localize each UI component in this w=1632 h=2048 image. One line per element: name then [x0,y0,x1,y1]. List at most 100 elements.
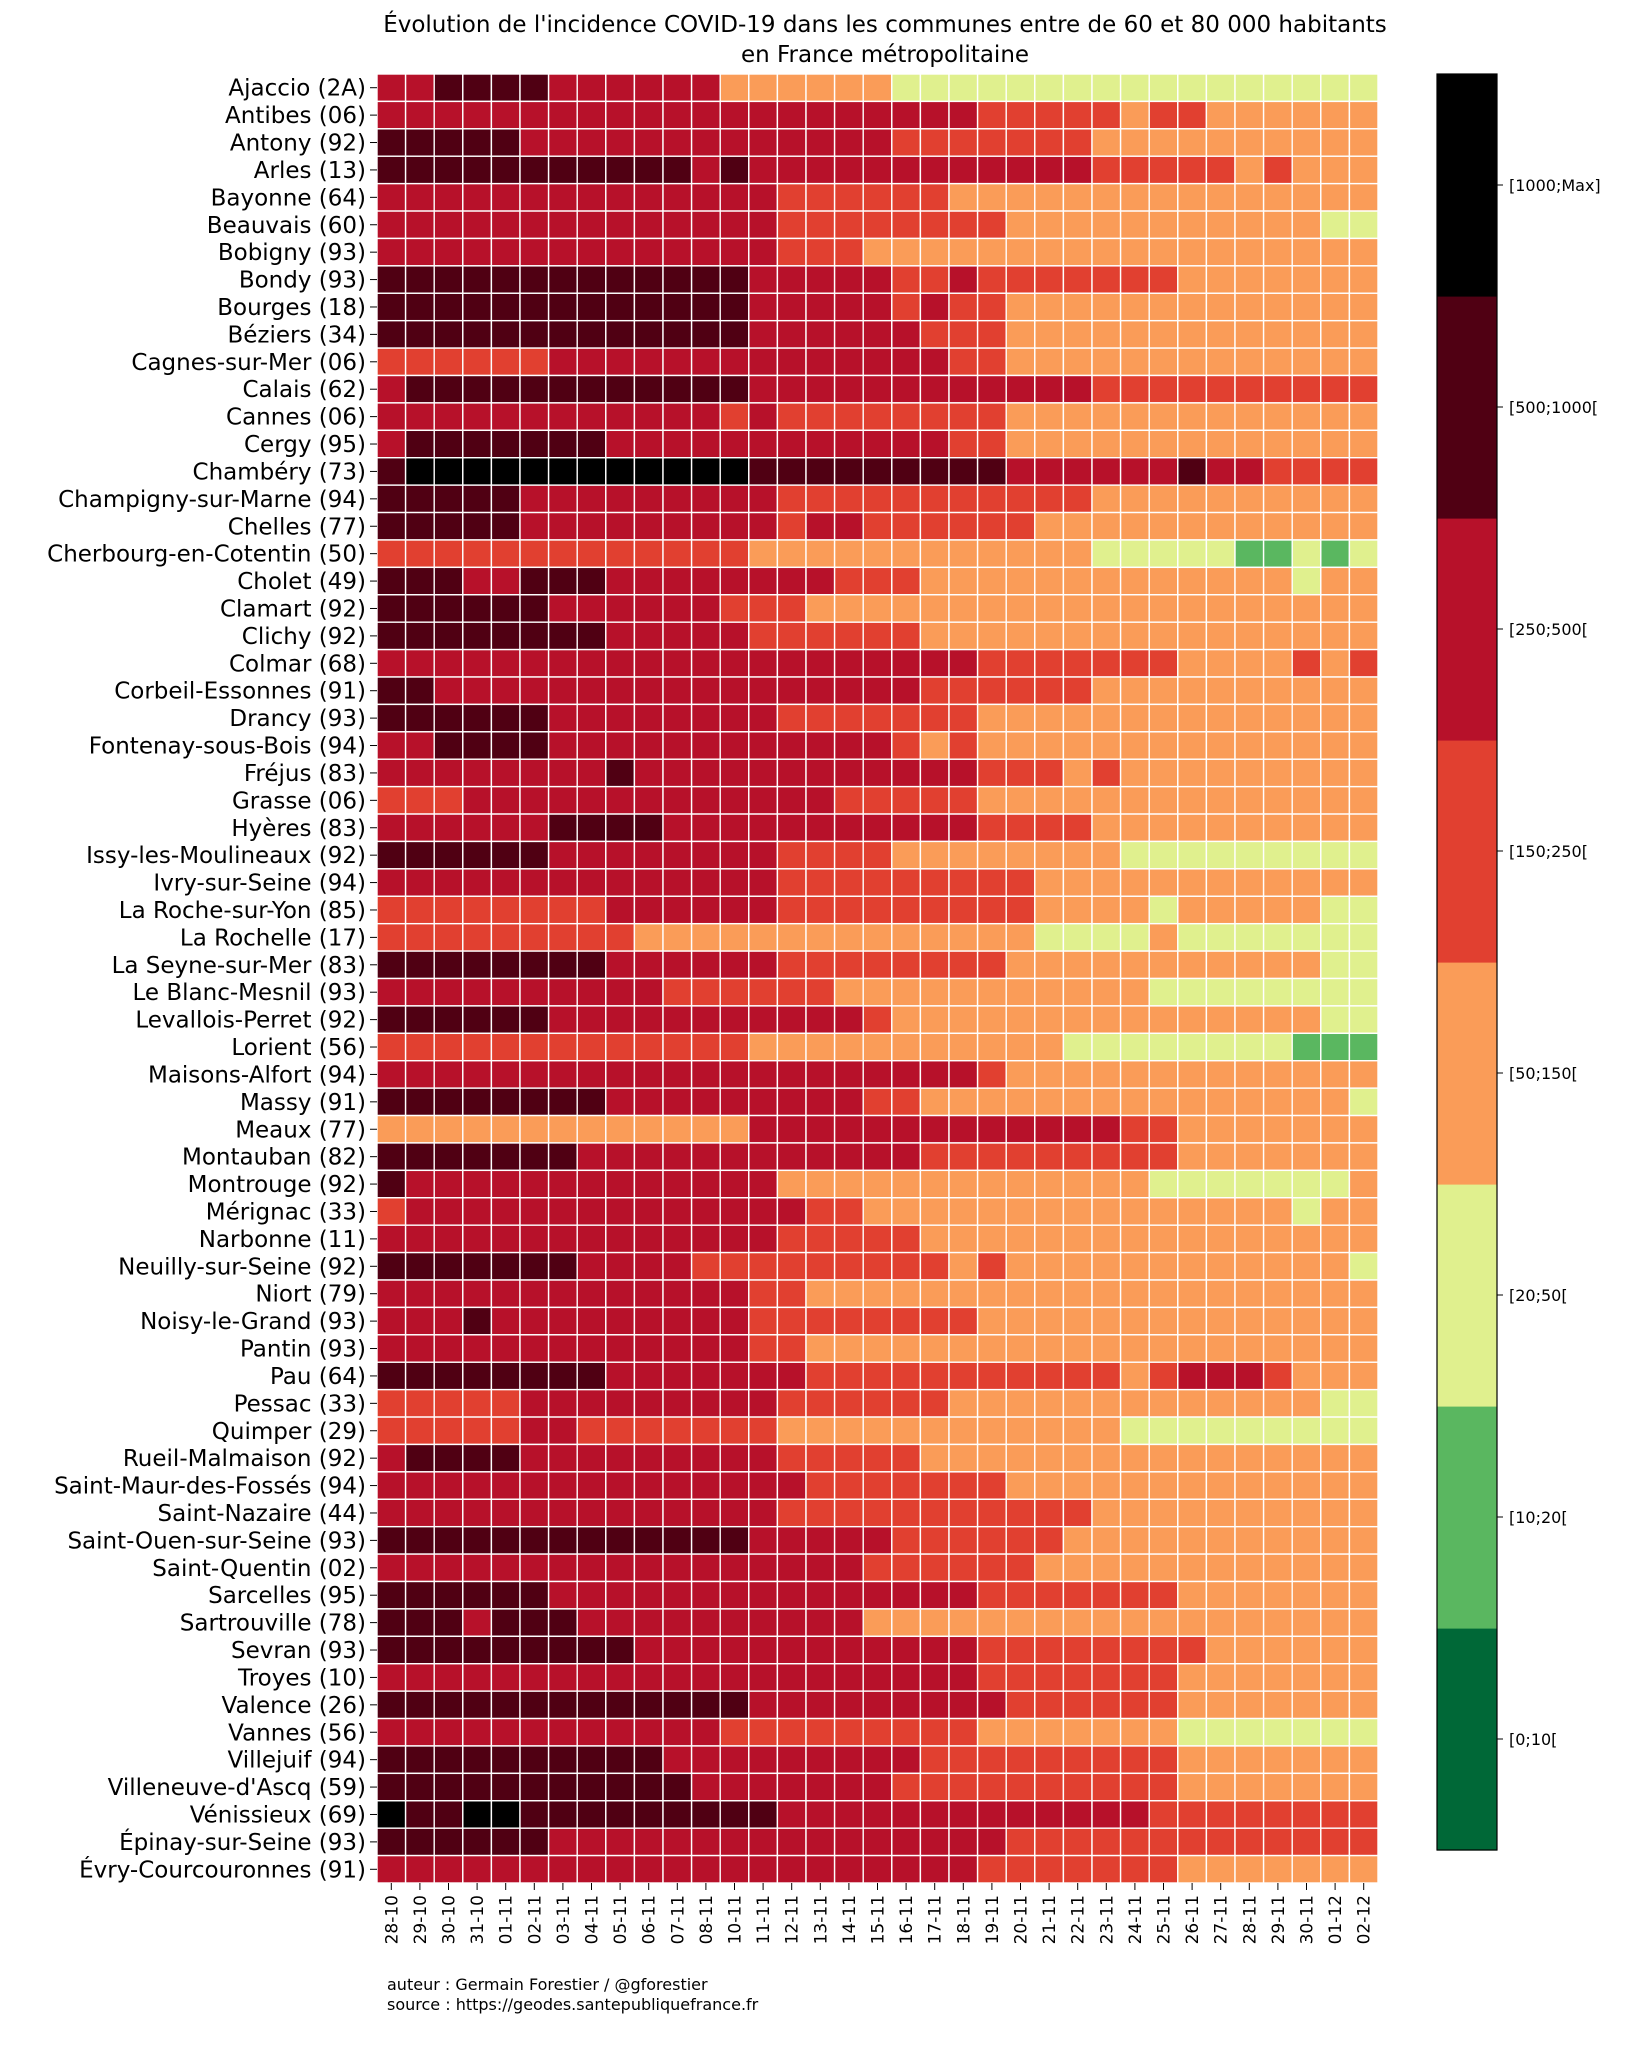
heatmap-cell [605,182,636,212]
colorbar-label: [500;1000[ [1509,398,1598,417]
column-label: 29-10 [411,1895,431,1944]
heatmap-cell [633,621,664,651]
heatmap-cell [605,1471,636,1500]
heatmap-cell [404,566,435,596]
heatmap-cell [376,265,407,294]
heatmap-cell [633,402,664,432]
heatmap-cell [1005,210,1036,240]
heatmap-cell [833,1717,864,1747]
heatmap-cell [490,1525,521,1555]
heatmap-cell [490,676,521,706]
heatmap-cell [891,1471,922,1500]
heatmap-cell [1119,1663,1150,1692]
heatmap-cell [1348,758,1379,788]
heatmap-cell [948,100,979,130]
heatmap-cell [1320,1772,1351,1802]
heatmap-cell [1177,731,1208,760]
heatmap-cell [805,977,836,1007]
heatmap-cell [1034,429,1065,459]
heatmap-cell [1177,1361,1208,1391]
heatmap-cell [1091,1060,1122,1089]
heatmap-cell [376,868,407,897]
heatmap-cell [948,237,979,267]
heatmap-cell [833,292,864,322]
heatmap-cell [462,1608,493,1638]
heatmap-cell [404,813,435,843]
heatmap-cell [690,292,721,322]
heatmap-cell [690,1005,721,1035]
heatmap-cell [1148,319,1179,349]
row-label: La Roche-sur-Yon (85) [119,898,366,924]
heatmap-cell [1034,950,1065,980]
heatmap-cell [805,1635,836,1665]
heatmap-cell [1205,155,1236,185]
heatmap-cell [805,1087,836,1117]
heatmap-cell [1234,1334,1265,1363]
heatmap-cell [1291,977,1322,1007]
heatmap-cell [1034,758,1065,788]
heatmap-cell [576,1717,607,1747]
heatmap-cell [1034,621,1065,651]
heatmap-cell [862,1060,893,1089]
heatmap-cell [376,237,407,267]
heatmap-cell [1005,1580,1036,1610]
heatmap-cell [1291,813,1322,843]
heatmap-cell [948,1663,979,1692]
colorbar: [0;10[[10;20[[20;50[[50;150[[150;250[[25… [1436,73,1601,1851]
heatmap-cell [1119,155,1150,185]
heatmap-cell [776,210,807,240]
heatmap-cell [719,895,750,925]
heatmap-cell [1234,1553,1265,1583]
heatmap-cell [719,950,750,980]
heatmap-cell [1291,594,1322,623]
heatmap-cell [547,1745,578,1775]
heatmap-cell [433,1854,464,1884]
heatmap-cell [633,100,664,130]
colorbar-label: [20;50[ [1509,1286,1568,1305]
heatmap-cell [1177,128,1208,157]
heatmap-cell [919,457,950,486]
heatmap-cell [633,1745,664,1775]
heatmap-cell [891,1553,922,1583]
heatmap-cell [1348,1827,1379,1857]
heatmap-cell [891,100,922,130]
heatmap-cell [662,758,693,788]
heatmap-cell [633,1197,664,1226]
heatmap-cell [862,1690,893,1720]
heatmap-cell [404,1224,435,1254]
heatmap-cell [376,648,407,678]
heatmap-cell [633,868,664,897]
heatmap-cell [633,1663,664,1692]
heatmap-cell [1262,1525,1293,1555]
heatmap-cell [1348,1388,1379,1418]
heatmap-cell [833,731,864,760]
heatmap-cell [1205,265,1236,294]
heatmap-cell [633,1361,664,1391]
heatmap-cell [1177,237,1208,267]
heatmap-cell [919,1032,950,1062]
heatmap-cell [404,1279,435,1309]
heatmap-cell [662,1224,693,1254]
column-label: 08-11 [697,1895,717,1944]
heatmap-cell [1234,347,1265,377]
heatmap-cell [1205,594,1236,623]
heatmap-cell [719,1087,750,1117]
heatmap-cell [1320,594,1351,623]
heatmap-cell [690,1087,721,1117]
row-label: Rueil-Malmaison (92) [123,1446,366,1472]
heatmap-cell [433,1388,464,1418]
heatmap-cell [1205,1854,1236,1884]
heatmap-cell [1091,1553,1122,1583]
heatmap-cell [805,539,836,569]
heatmap-cell [919,813,950,843]
heatmap-cell [976,703,1007,733]
heatmap-cell [633,1114,664,1144]
heatmap-cell [662,511,693,541]
heatmap-cell [748,1224,779,1254]
heatmap-cell [690,1251,721,1281]
heatmap-cell [605,319,636,349]
heatmap-cell [433,73,464,103]
heatmap-cell [891,128,922,157]
heatmap-cell [376,1443,407,1473]
heatmap-cell [633,1635,664,1665]
